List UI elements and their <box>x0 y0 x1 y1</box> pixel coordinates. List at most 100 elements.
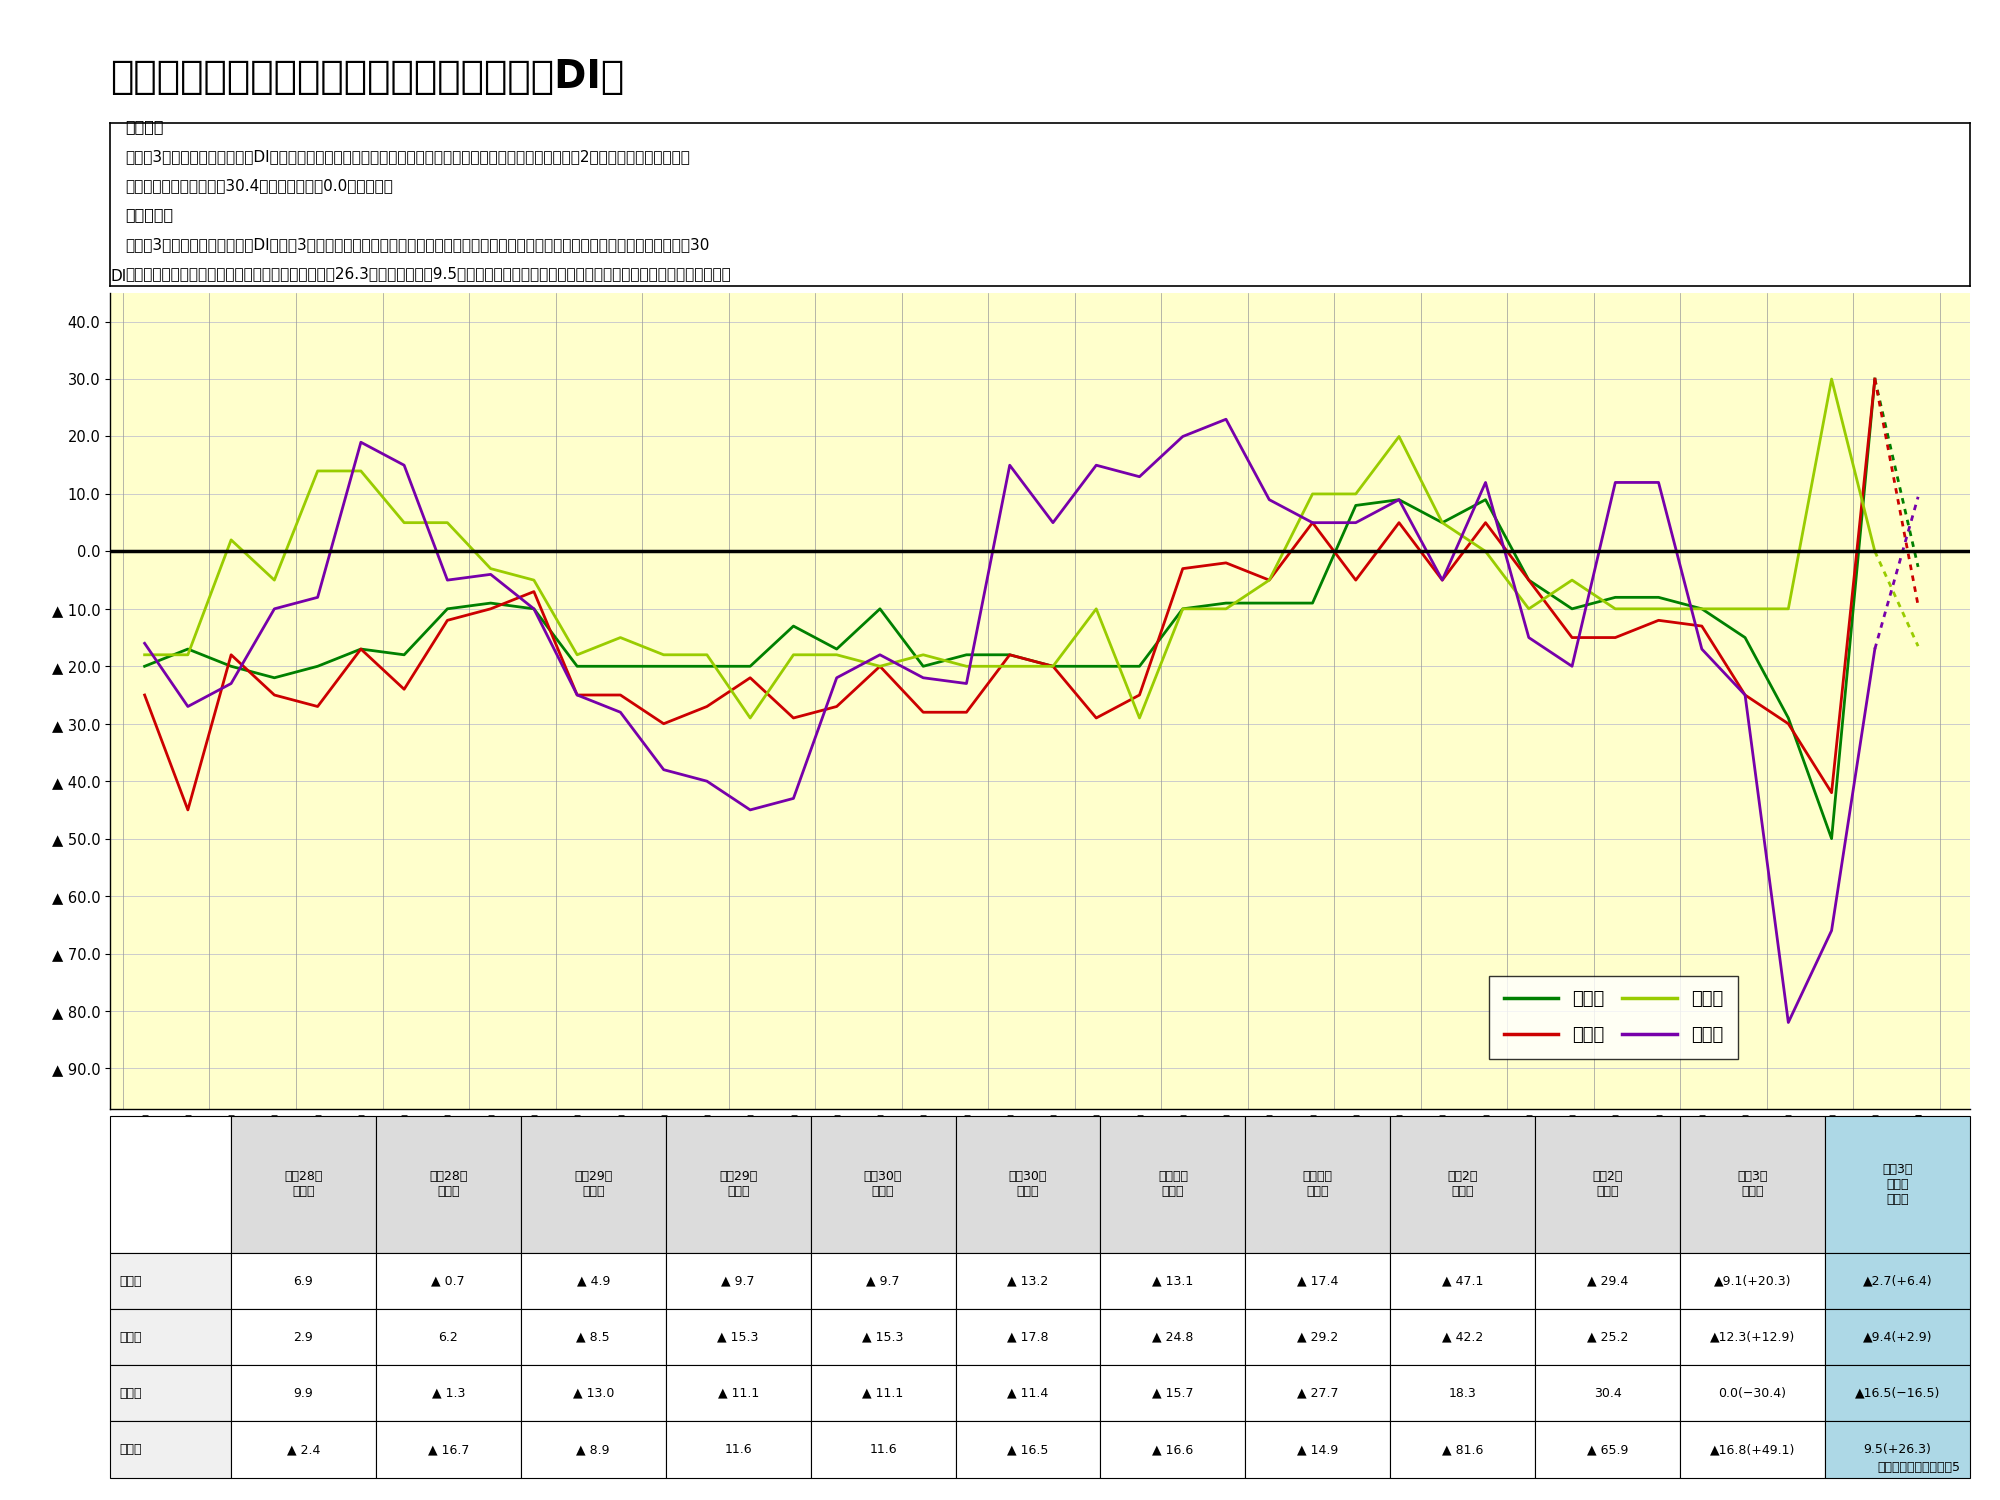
Text: ▲ 13.2: ▲ 13.2 <box>1008 1275 1048 1287</box>
Bar <box>666 1422 810 1478</box>
Bar <box>1100 1252 1246 1310</box>
Text: H26: H26 <box>1278 1152 1304 1164</box>
Text: 平成30年
下半期: 平成30年 下半期 <box>1008 1170 1048 1198</box>
Text: 卸売業: 卸売業 <box>120 1330 142 1344</box>
Bar <box>110 1365 230 1422</box>
Text: ▲ 2.4: ▲ 2.4 <box>286 1443 320 1456</box>
Text: 上: 上 <box>746 1114 754 1128</box>
Text: ▲ 15.3: ▲ 15.3 <box>718 1330 758 1344</box>
Bar <box>520 1365 666 1422</box>
Text: 11.6: 11.6 <box>870 1443 896 1456</box>
Text: ▲ 16.7: ▲ 16.7 <box>428 1443 468 1456</box>
Text: ▲9.1(+20.3): ▲9.1(+20.3) <box>1714 1275 1792 1287</box>
Text: ▲ 11.4: ▲ 11.4 <box>1008 1388 1048 1400</box>
Text: 上: 上 <box>1438 1114 1446 1128</box>
Text: なっていた小売業は、30.4ポイント低下し0.0となった。: なっていた小売業は、30.4ポイント低下し0.0となった。 <box>124 178 392 194</box>
Bar <box>666 1310 810 1365</box>
Bar <box>230 1365 376 1422</box>
Text: 飲食業: 飲食業 <box>120 1443 142 1456</box>
Text: 年下半期以降マイナス値が続いていた飲食業は、26.3ポイント上昇し9.5とプラス値に転換する見通しであり、持ち直しの動きがみられる。: 年下半期以降マイナス値が続いていた飲食業は、26.3ポイント上昇し9.5とプラス… <box>124 266 730 280</box>
Text: R1: R1 <box>1716 1152 1732 1164</box>
Text: 下: 下 <box>1050 1114 1056 1128</box>
Bar <box>1680 1116 1826 1252</box>
Text: ▲ 29.2: ▲ 29.2 <box>1298 1330 1338 1344</box>
Bar <box>1390 1310 1536 1365</box>
Text: 6.2: 6.2 <box>438 1330 458 1344</box>
Bar <box>520 1116 666 1252</box>
Bar <box>376 1310 520 1365</box>
Text: 2.9: 2.9 <box>294 1330 314 1344</box>
Text: H14: H14 <box>240 1152 266 1164</box>
Text: 下: 下 <box>1222 1114 1230 1128</box>
Text: 下: 下 <box>1656 1114 1662 1128</box>
Text: H29: H29 <box>1538 1152 1562 1164</box>
Bar <box>956 1422 1100 1478</box>
Bar <box>376 1422 520 1478</box>
Text: 上: 上 <box>228 1114 234 1128</box>
Text: 下: 下 <box>1828 1114 1836 1128</box>
Text: H17: H17 <box>500 1152 524 1164</box>
Text: 平成28年
上半期: 平成28年 上半期 <box>284 1170 322 1198</box>
Text: ▲16.5(−16.5): ▲16.5(−16.5) <box>1854 1388 1940 1400</box>
Text: 上: 上 <box>1180 1114 1186 1128</box>
Text: ▲ 16.5: ▲ 16.5 <box>1008 1443 1048 1456</box>
Text: 【見通し】: 【見通し】 <box>124 207 174 222</box>
Text: 11.6: 11.6 <box>724 1443 752 1456</box>
Bar <box>1390 1365 1536 1422</box>
Text: 上: 上 <box>660 1114 668 1128</box>
Text: R3: R3 <box>1888 1152 1904 1164</box>
Text: 18.3: 18.3 <box>1448 1388 1476 1400</box>
Text: ▲9.4(+2.9): ▲9.4(+2.9) <box>1862 1330 1932 1344</box>
Text: ▲ 65.9: ▲ 65.9 <box>1588 1443 1628 1456</box>
Bar <box>1536 1116 1680 1252</box>
Text: ▲ 27.7: ▲ 27.7 <box>1298 1388 1338 1400</box>
Bar <box>956 1310 1100 1365</box>
Text: Ｉ．食品産業の景況について（業種別景況DI）: Ｉ．食品産業の景況について（業種別景況DI） <box>110 57 624 96</box>
Bar <box>810 1422 956 1478</box>
Bar <box>666 1116 810 1252</box>
Text: 令和元年
上半期: 令和元年 上半期 <box>1158 1170 1188 1198</box>
Text: 下: 下 <box>1396 1114 1402 1128</box>
Text: ▲ 81.6: ▲ 81.6 <box>1442 1443 1484 1456</box>
Text: 上: 上 <box>400 1114 408 1128</box>
Bar <box>520 1310 666 1365</box>
Bar <box>666 1252 810 1310</box>
Text: 9.5(+26.3): 9.5(+26.3) <box>1864 1443 1932 1456</box>
Text: DI: DI <box>110 270 126 285</box>
Text: 下: 下 <box>616 1114 624 1128</box>
Text: H20: H20 <box>760 1152 784 1164</box>
Text: H13: H13 <box>154 1152 178 1164</box>
Text: ▲ 29.4: ▲ 29.4 <box>1588 1275 1628 1287</box>
Bar <box>110 1310 230 1365</box>
Bar <box>1826 1310 1970 1365</box>
Text: ▲ 11.1: ▲ 11.1 <box>718 1388 758 1400</box>
Text: 30.4: 30.4 <box>1594 1388 1622 1400</box>
Text: 下: 下 <box>1568 1114 1576 1128</box>
Bar <box>1826 1422 1970 1478</box>
Text: H22: H22 <box>932 1152 958 1164</box>
Text: H18: H18 <box>586 1152 612 1164</box>
Bar <box>110 1252 230 1310</box>
Text: 上: 上 <box>1352 1114 1360 1128</box>
Text: 下: 下 <box>530 1114 538 1128</box>
Text: ▲ 15.7: ▲ 15.7 <box>1152 1388 1194 1400</box>
Text: H16: H16 <box>414 1152 438 1164</box>
Text: 上: 上 <box>1612 1114 1618 1128</box>
Text: ▲ 8.5: ▲ 8.5 <box>576 1330 610 1344</box>
Bar <box>1246 1252 1390 1310</box>
Bar <box>1390 1252 1536 1310</box>
Text: ▲ 15.3: ▲ 15.3 <box>862 1330 904 1344</box>
Text: ▲ 16.6: ▲ 16.6 <box>1152 1443 1194 1456</box>
Text: ▲ 8.9: ▲ 8.9 <box>576 1443 610 1456</box>
Text: H25: H25 <box>1192 1152 1216 1164</box>
Text: 令和3年
下半期
見通し: 令和3年 下半期 見通し <box>1882 1162 1912 1206</box>
Bar <box>1246 1116 1390 1252</box>
Bar <box>1246 1422 1390 1478</box>
Text: （　）は前回との差　5: （ ）は前回との差 5 <box>1878 1461 1960 1474</box>
Bar <box>810 1116 956 1252</box>
Text: 下: 下 <box>270 1114 278 1128</box>
Bar <box>1680 1310 1826 1365</box>
Text: ▲ 9.7: ▲ 9.7 <box>866 1275 900 1287</box>
Text: 下: 下 <box>1136 1114 1142 1128</box>
Text: ▲ 4.9: ▲ 4.9 <box>576 1275 610 1287</box>
